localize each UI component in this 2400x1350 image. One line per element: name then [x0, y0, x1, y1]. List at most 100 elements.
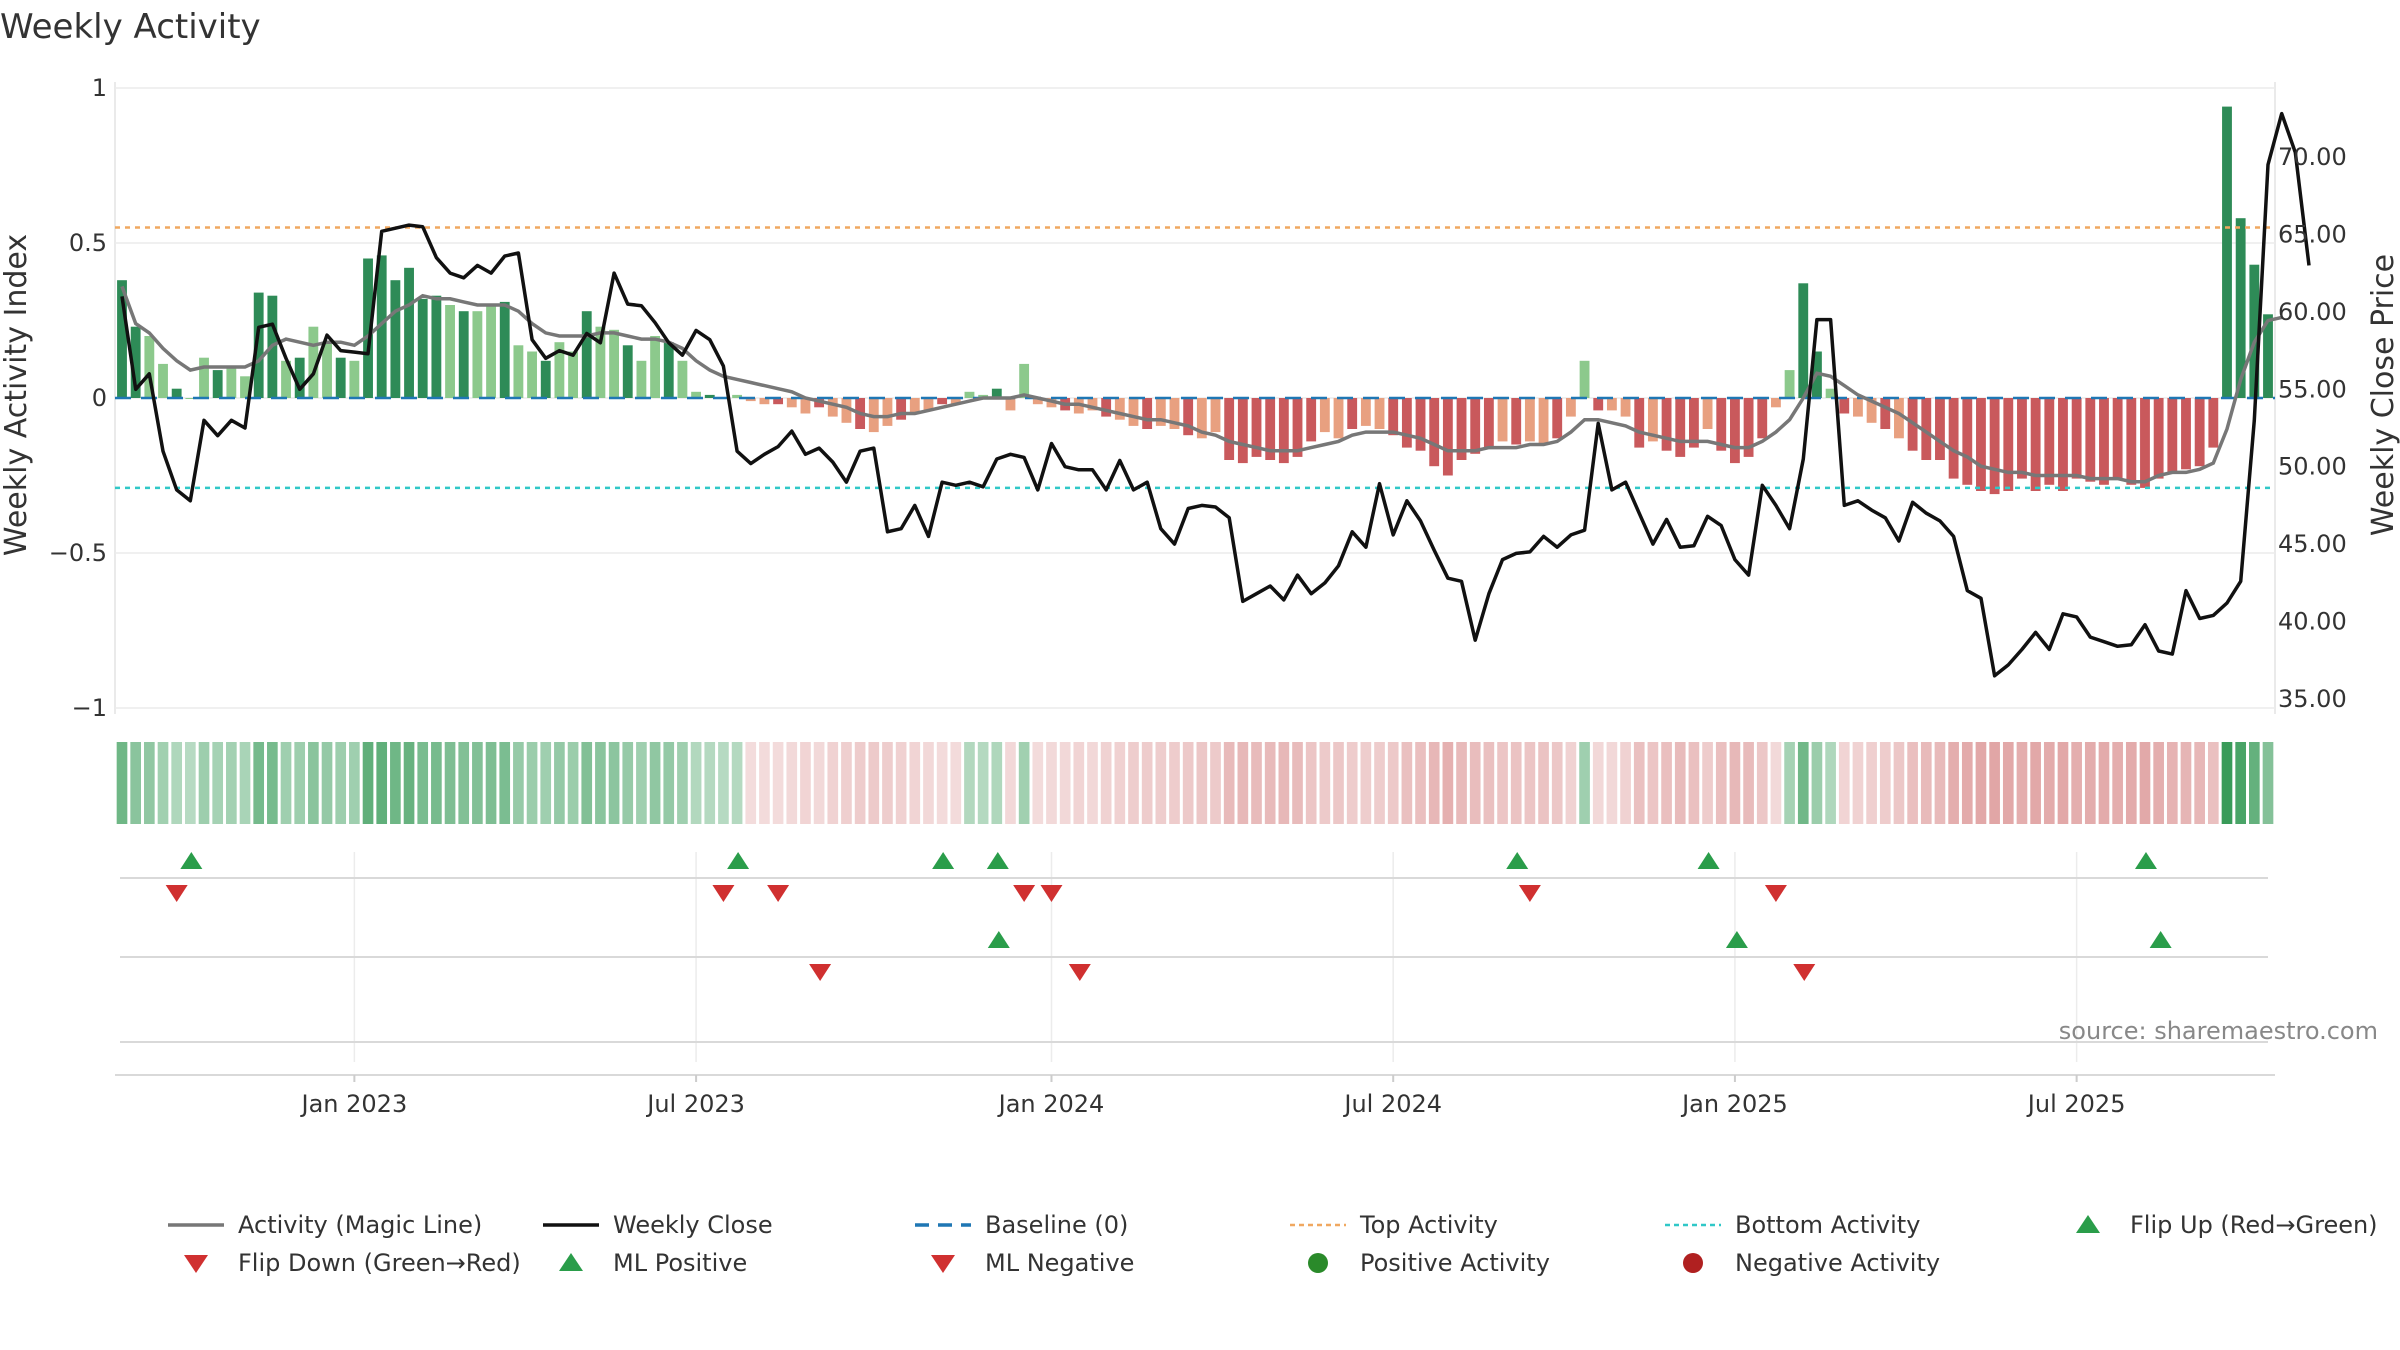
strip-cell — [2221, 742, 2233, 824]
activity-bar — [2249, 264, 2260, 398]
activity-bar — [841, 398, 852, 423]
strip-cell — [772, 742, 784, 824]
strip-cell — [991, 742, 1003, 824]
strip-cell — [636, 742, 647, 824]
strip-cell — [2125, 742, 2137, 824]
y-tick-label: −0.5 — [49, 539, 107, 567]
legend-item: ML Positive — [559, 1249, 747, 1277]
strip-cell — [1018, 742, 1030, 824]
activity-bar — [1552, 398, 1563, 439]
activity-bar — [1976, 398, 1986, 491]
strip-cell — [1128, 742, 1139, 824]
strip-cell — [1319, 742, 1331, 824]
y2-axis-label: Weekly Close Price — [2366, 254, 2400, 536]
strip-cell — [1647, 742, 1659, 824]
strip-cell — [1989, 742, 2000, 824]
legend-circle-swatch — [1308, 1253, 1328, 1273]
activity-bar — [1866, 398, 1877, 423]
activity-bar — [759, 398, 770, 405]
strip-cell — [1702, 742, 1713, 824]
strip-cell — [239, 742, 251, 824]
strip-cell — [349, 742, 360, 824]
activity-bar — [1210, 398, 1221, 433]
strip-cell — [813, 742, 825, 824]
strip-cell — [171, 742, 183, 824]
strip-cell — [595, 742, 606, 824]
strip-cell — [321, 742, 333, 824]
legend-item: Flip Up (Red→Green) — [2076, 1211, 2378, 1239]
activity-bar — [363, 258, 373, 398]
strip-cell — [1743, 742, 1754, 824]
flip-up-marker — [2134, 852, 2157, 869]
strip-cell — [458, 742, 470, 824]
strip-cell — [567, 742, 579, 824]
strip-cell — [2016, 742, 2028, 824]
flip-markers — [115, 852, 2275, 1076]
activity-bar — [1237, 398, 1248, 464]
activity-bar — [663, 342, 674, 398]
strip-cell — [198, 742, 210, 824]
legend-label: Weekly Close — [613, 1211, 773, 1239]
strip-cell — [417, 742, 429, 824]
strip-cell — [485, 742, 497, 824]
strip-cell — [1565, 742, 1577, 824]
activity-bar — [964, 391, 975, 398]
legend-triangle-down-swatch — [931, 1255, 955, 1273]
y2-tick-label: 35.00 — [2278, 685, 2347, 713]
x-tick-label: Jan 2024 — [997, 1090, 1105, 1118]
x-tick-label: Jan 2023 — [300, 1090, 408, 1118]
strip-cell — [403, 742, 415, 824]
activity-bar — [1962, 398, 1973, 485]
flip-down-marker — [1040, 885, 1063, 902]
chart-title: Weekly Activity — [0, 7, 261, 47]
flip-up-marker — [1697, 852, 1720, 869]
strip-cell — [212, 742, 224, 824]
strip-cell — [185, 742, 196, 824]
activity-bar — [991, 388, 1002, 398]
strip-cell — [923, 742, 934, 824]
strip-cell — [1579, 742, 1590, 824]
flip-up-marker — [727, 852, 750, 869]
activity-bar — [390, 280, 401, 398]
activity-bar — [417, 298, 428, 398]
activity-bar — [1360, 398, 1371, 426]
strip-cell — [1756, 742, 1768, 824]
flip-up-marker — [932, 852, 955, 869]
activity-bar — [472, 311, 483, 398]
activity-bar — [294, 357, 305, 398]
activity-bar — [171, 388, 182, 398]
strip-cell — [1606, 742, 1618, 824]
weekly-close-line — [120, 111, 2311, 678]
strip-cell — [1005, 742, 1016, 824]
strip-cell — [1346, 742, 1358, 824]
strip-cell — [1169, 742, 1180, 824]
activity-bar — [1661, 398, 1672, 451]
flip-up-marker — [986, 852, 1009, 869]
strip-cell — [267, 742, 278, 824]
strip-cell — [554, 742, 565, 824]
flip-up-marker — [180, 852, 203, 869]
activity-bar — [581, 311, 592, 398]
activity-bar — [2112, 398, 2123, 479]
activity-bar — [2085, 398, 2096, 482]
activity-bar — [2222, 106, 2232, 398]
strip-cell — [1961, 742, 1973, 824]
activity-bar — [1032, 398, 1043, 405]
legend-item: Bottom Activity — [1665, 1211, 1920, 1239]
activity-bar — [2263, 314, 2273, 398]
strip-cell — [1920, 742, 1932, 824]
strip-cell — [1551, 742, 1563, 824]
strip-cell — [800, 742, 811, 824]
strip-cell — [2207, 742, 2219, 824]
strip-cell — [1879, 742, 1891, 824]
strip-cell — [1114, 742, 1126, 824]
activity-bar — [1511, 398, 1522, 445]
strip-cell — [581, 742, 593, 824]
strip-cell — [1633, 742, 1645, 824]
legend-label: Activity (Magic Line) — [238, 1211, 482, 1239]
strip-cell — [1182, 742, 1194, 824]
activity-bar — [1333, 398, 1344, 439]
strip-cell — [977, 742, 989, 824]
strip-cell — [376, 742, 388, 824]
activity-bar — [1442, 398, 1453, 476]
